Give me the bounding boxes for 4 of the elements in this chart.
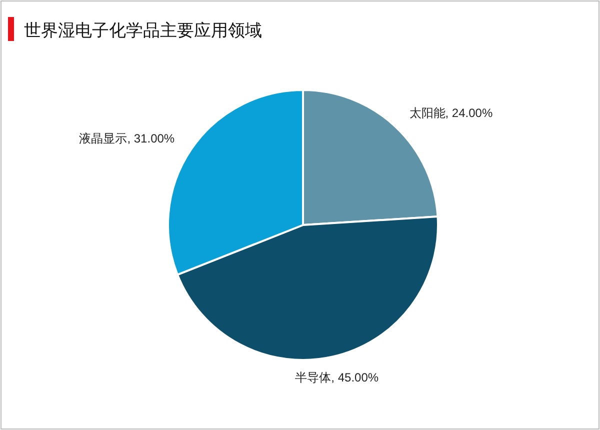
slice-label: 液晶显示, 31.00% — [79, 132, 175, 146]
chart-title: 世界湿电子化学品主要应用领域 — [24, 21, 262, 40]
slice-label: 太阳能, 24.00% — [409, 106, 493, 120]
slice-label: 半导体, 45.00% — [295, 370, 379, 385]
